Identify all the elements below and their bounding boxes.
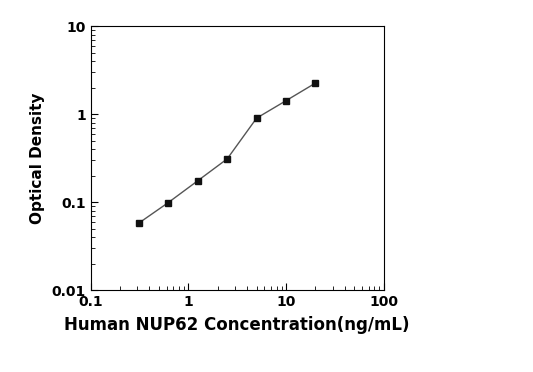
X-axis label: Human NUP62 Concentration(ng/mL): Human NUP62 Concentration(ng/mL) [64,316,410,334]
Y-axis label: Optical Density: Optical Density [29,92,45,224]
